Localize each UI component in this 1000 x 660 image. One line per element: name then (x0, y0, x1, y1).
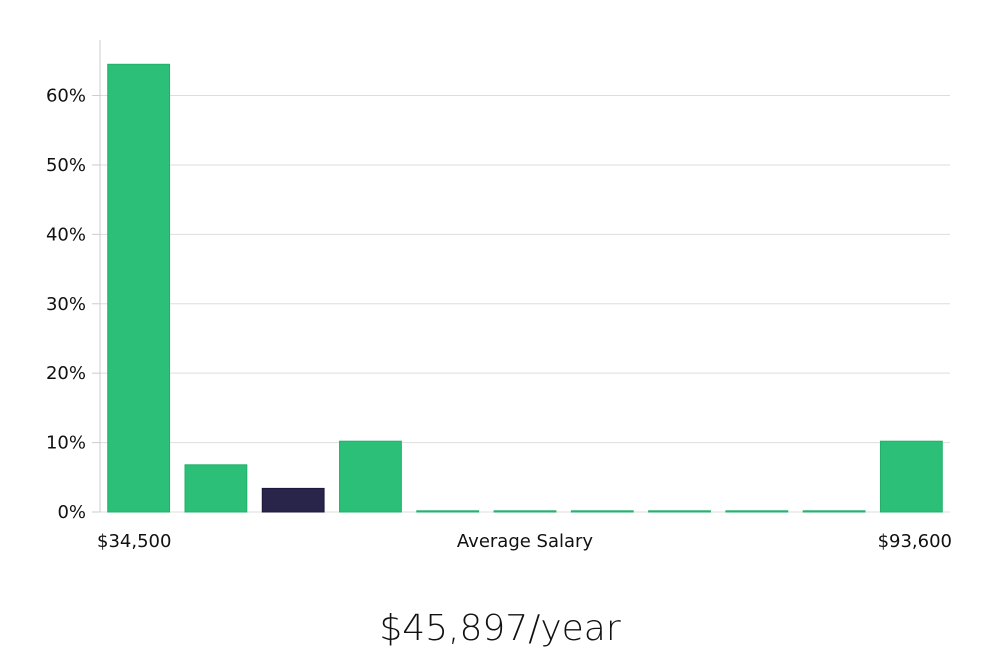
bar (416, 510, 480, 513)
y-axis-ticks: 0% 10% 20% 30% 40% 50% 60% (46, 86, 100, 523)
bar-highlighted (261, 487, 325, 513)
x-min-label: $34,500 (97, 531, 171, 552)
bar (879, 440, 943, 513)
bar (570, 510, 634, 513)
y-tick-label: 0% (57, 502, 86, 523)
bar (648, 510, 711, 513)
y-tick-label: 30% (46, 294, 86, 315)
y-tick-label: 10% (46, 433, 86, 454)
bar (339, 440, 402, 513)
y-tick-label: 20% (46, 363, 86, 384)
bar (184, 464, 248, 513)
bar (107, 63, 171, 513)
bars (107, 63, 943, 513)
bar (725, 510, 789, 513)
bar (493, 510, 557, 513)
x-max-label: $93,600 (878, 531, 952, 552)
y-tick-label: 60% (46, 86, 86, 107)
y-tick-label: 50% (46, 155, 86, 176)
average-salary-value: $45,897/year (379, 608, 621, 649)
salary-histogram: 0% 10% 20% 30% 40% 50% 60% $34,500 Average Sal… (46, 40, 952, 552)
gridlines (100, 95, 950, 513)
y-tick-label: 40% (46, 224, 86, 245)
bar (802, 510, 866, 513)
x-axis-title: Average Salary (457, 531, 594, 552)
